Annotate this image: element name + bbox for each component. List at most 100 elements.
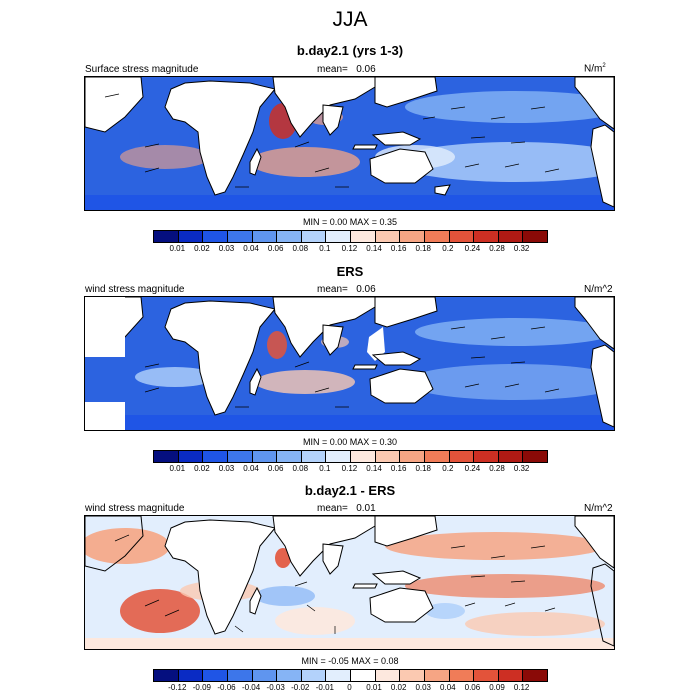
panel-2-field-label: wind stress magnitude [85,284,185,295]
panel-1-colorbar-bin [301,231,327,242]
panel-1-mean: mean= 0.06 [317,64,376,75]
panel-2-mean-value: 0.06 [356,284,376,295]
panel-2-colorbar-bin [375,451,401,462]
panel-1-minmax: MIN = 0.00 MAX = 0.35 [302,217,398,227]
colorbar-tick: 0.06 [267,464,284,473]
panel-3-colorbar-bin [400,670,425,681]
panel-1-colorbar-bin [252,231,278,242]
panel-2-map-svg [85,297,614,430]
colorbar-tick: 0.16 [390,464,407,473]
panel-2-colorbar-bin [498,451,524,462]
panel-1-mean-label: mean= [317,64,348,75]
panel-3-title: b.day2.1 - ERS [304,483,396,498]
colorbar-tick: 0.2 [442,244,454,253]
panel-2-colorbar-bin [203,451,228,462]
colorbar-tick: 0.32 [513,244,530,253]
panel-1-title: b.day2.1 (yrs 1-3) [296,43,404,58]
colorbar-tick: 0.28 [489,464,505,473]
colorbar-tick: 0.06 [267,244,284,253]
panel-3-colorbar-bin [351,670,376,681]
colorbar-tick: 0.01 [169,464,186,473]
colorbar-tick: -0.03 [266,683,285,692]
colorbar-tick: 0.01 [366,683,382,692]
colorbar-tick: 0.2 [442,464,454,473]
colorbar-tick: 0.04 [440,683,456,692]
panel-3-units: N/m^2 [584,503,613,514]
panel-3-colorbar-bin [301,670,327,681]
colorbar-tick: 0.04 [243,244,259,253]
colorbar-tick: 0.14 [366,464,382,473]
panel-2-colorbar-bin [178,451,204,462]
panel-2-colorbar-bin [301,451,327,462]
panel-1-colorbar-bin [424,231,450,242]
panel-2-units: N/m^2 [584,284,613,295]
panel-2-colorbar-bin [277,451,302,462]
colorbar-tick: -0.02 [291,683,310,692]
colorbar-tick: 0.01 [169,244,186,253]
colorbar-tick: 0.06 [464,683,481,692]
colorbar-tick: 0.12 [341,464,358,473]
panel-3-map [84,515,615,650]
panel-1-colorbar-bin [400,231,425,242]
panel-1-colorbar [153,230,548,243]
panel-3-colorbar-bin [498,670,524,681]
panel-3-colorbar-bin [227,670,253,681]
panel-2-colorbar-bin [351,451,376,462]
panel-3-colorbar-bin [154,670,179,681]
panel-3-colorbar-bin [178,670,204,681]
panel-3-colorbar-bin [252,670,278,681]
panel-1-colorbar-bin [227,231,253,242]
colorbar-tick: 0.12 [513,683,530,692]
panel-2-mean-label: mean= [317,284,348,295]
panel-2-colorbar-bin [400,451,425,462]
colorbar-tick: 0.1 [319,464,331,473]
panel-3-colorbar-bin [277,670,302,681]
panel-2-colorbar-bin [154,451,179,462]
panel-3-colorbar-bin [326,670,351,681]
colorbar-tick: 0.03 [415,683,432,692]
panel-3-map-svg [85,516,614,649]
panel-3-field-label: wind stress magnitude [85,503,185,514]
colorbar-tick: -0.09 [192,683,211,692]
panel-2-colorbar-bin [227,451,253,462]
panel-1-colorbar-bin [351,231,376,242]
colorbar-tick: 0.02 [390,683,407,692]
colorbar-tick: 0.02 [194,464,210,473]
panel-3-colorbar-bin [449,670,475,681]
colorbar-tick: 0.08 [292,244,309,253]
panel-2-mean: mean= 0.06 [317,284,376,295]
colorbar-tick: -0.01 [315,683,334,692]
panel-1-units-sup: 2 [602,63,606,69]
panel-1-colorbar-bin [449,231,475,242]
colorbar-tick: 0.18 [415,244,432,253]
colorbar-tick: 0.32 [513,464,530,473]
panel-1-colorbar-bin [375,231,401,242]
panel-3-colorbar-bin [523,670,547,681]
colorbar-tick: 0.04 [243,464,259,473]
colorbar-tick: 0.16 [390,244,407,253]
panel-2-colorbar-bin [424,451,450,462]
panel-1-colorbar-ticks: 0.01 0.02 0.03 0.04 0.06 0.08 0.1 0.12 0… [165,244,534,253]
colorbar-tick: 0.03 [218,464,235,473]
colorbar-tick: 0 [347,683,352,692]
panel-1-map-svg [85,77,614,210]
panel-3-colorbar-bin [474,670,499,681]
figure-title: JJA [332,8,368,31]
panel-1-colorbar-bin [498,231,524,242]
panel-2-map [84,296,615,431]
panel-1-units-base: N/m [584,63,603,75]
panel-3-colorbar [153,669,548,682]
panel-1-units: N/m2 [584,63,606,74]
panel-2-colorbar-bin [449,451,475,462]
colorbar-tick: 0.12 [341,244,358,253]
panel-2-colorbar-bin [326,451,351,462]
panel-1-colorbar-bin [474,231,499,242]
panel-1-colorbar-bin [326,231,351,242]
colorbar-tick: -0.04 [241,683,261,692]
panel-1-mean-value: 0.06 [356,64,376,75]
colorbar-tick: -0.06 [217,683,236,692]
colorbar-tick: 0.1 [319,244,331,253]
panel-3-colorbar-bin [203,670,228,681]
colorbar-tick: 0.03 [218,244,235,253]
panel-1-colorbar-bin [154,231,179,242]
